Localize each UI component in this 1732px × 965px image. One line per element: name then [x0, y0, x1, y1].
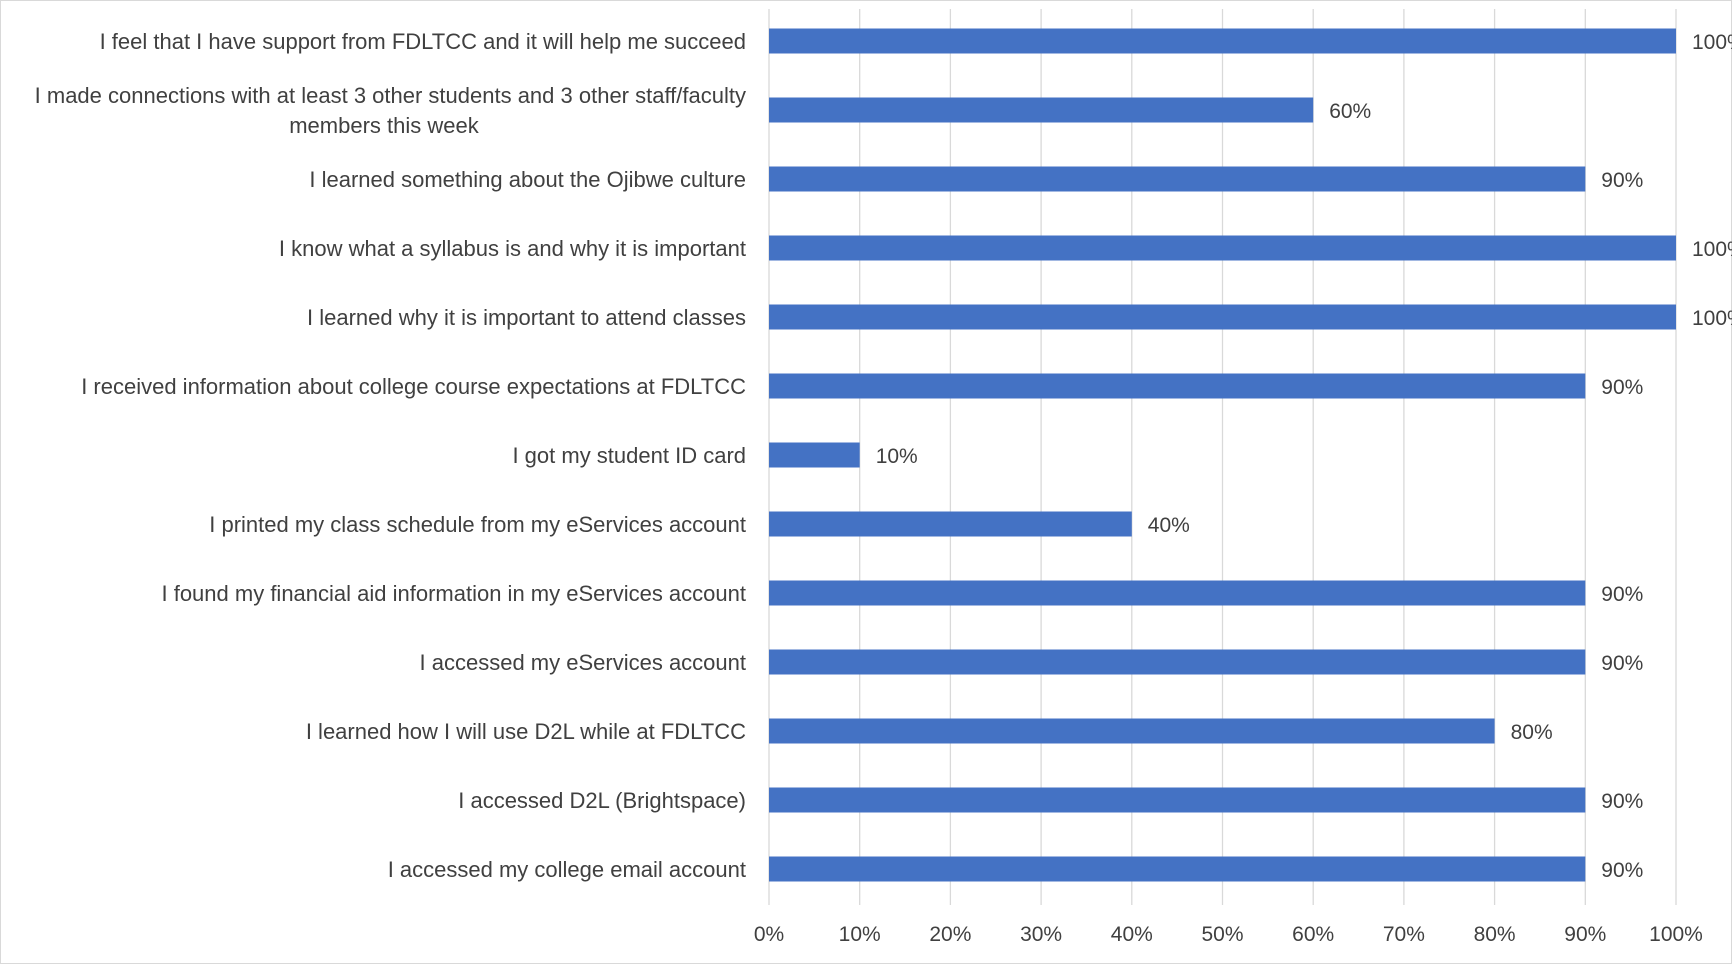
data-label: 80% — [1511, 721, 1553, 744]
data-label: 60% — [1329, 100, 1371, 123]
data-label: 90% — [1601, 790, 1643, 813]
category-label: I know what a syllabus is and why it is … — [279, 236, 746, 261]
x-tick-label: 10% — [839, 923, 881, 946]
category-label: I printed my class schedule from my eSer… — [209, 512, 746, 537]
category-label: members this week — [289, 113, 480, 138]
x-tick-label: 20% — [929, 923, 971, 946]
bar — [769, 97, 1314, 123]
data-label: 90% — [1601, 859, 1643, 882]
category-label: I received information about college cou… — [81, 374, 746, 399]
bars — [769, 28, 1676, 882]
bar — [769, 304, 1676, 330]
category-labels: I feel that I have support from FDLTCC a… — [35, 29, 746, 882]
bar — [769, 649, 1586, 675]
bar — [769, 580, 1586, 606]
bar — [769, 718, 1495, 744]
gridlines — [768, 9, 1677, 905]
data-label: 90% — [1601, 376, 1643, 399]
x-tick-label: 30% — [1020, 923, 1062, 946]
x-tick-label: 60% — [1292, 923, 1334, 946]
bar — [769, 28, 1676, 54]
category-label: I feel that I have support from FDLTCC a… — [100, 29, 746, 54]
x-tick-label: 90% — [1564, 923, 1606, 946]
data-label: 90% — [1601, 169, 1643, 192]
x-axis-ticks: 0% 10% 20% 30% 40% 50% 60% 70% 80% 90% 100% — [754, 923, 1703, 946]
data-label: 90% — [1601, 583, 1643, 606]
x-tick-label: 40% — [1111, 923, 1153, 946]
data-label: 100% — [1692, 31, 1732, 54]
category-label: I got my student ID card — [512, 443, 746, 468]
category-label: I accessed my college email account — [388, 857, 746, 882]
bar — [769, 856, 1586, 882]
data-label: 100% — [1692, 307, 1732, 330]
x-tick-label: 0% — [754, 923, 784, 946]
category-label: I accessed D2L (Brightspace) — [458, 788, 746, 813]
category-label: I accessed my eServices account — [420, 650, 746, 675]
category-label: I learned how I will use D2L while at FD… — [306, 719, 746, 744]
category-label: I learned why it is important to attend … — [307, 305, 746, 330]
bar — [769, 373, 1586, 399]
data-label: 10% — [876, 445, 918, 468]
data-label: 90% — [1601, 652, 1643, 675]
category-label: I found my financial aid information in … — [161, 581, 746, 606]
bar — [769, 235, 1676, 261]
data-label: 100% — [1692, 238, 1732, 261]
x-tick-label: 50% — [1201, 923, 1243, 946]
data-labels: 100% 60% 90% 100% 100% 90% 10% 40% 90% 90% 80% 90% 9… — [876, 31, 1732, 882]
x-tick-label: 100% — [1649, 923, 1703, 946]
category-label: I made connections with at least 3 other… — [35, 83, 746, 108]
bar — [769, 442, 860, 468]
data-label: 40% — [1148, 514, 1190, 537]
category-label: I learned something about the Ojibwe cul… — [309, 167, 746, 192]
x-tick-label: 80% — [1474, 923, 1516, 946]
x-tick-label: 70% — [1383, 923, 1425, 946]
bar — [769, 787, 1586, 813]
bar — [769, 166, 1586, 192]
bar — [769, 511, 1132, 537]
